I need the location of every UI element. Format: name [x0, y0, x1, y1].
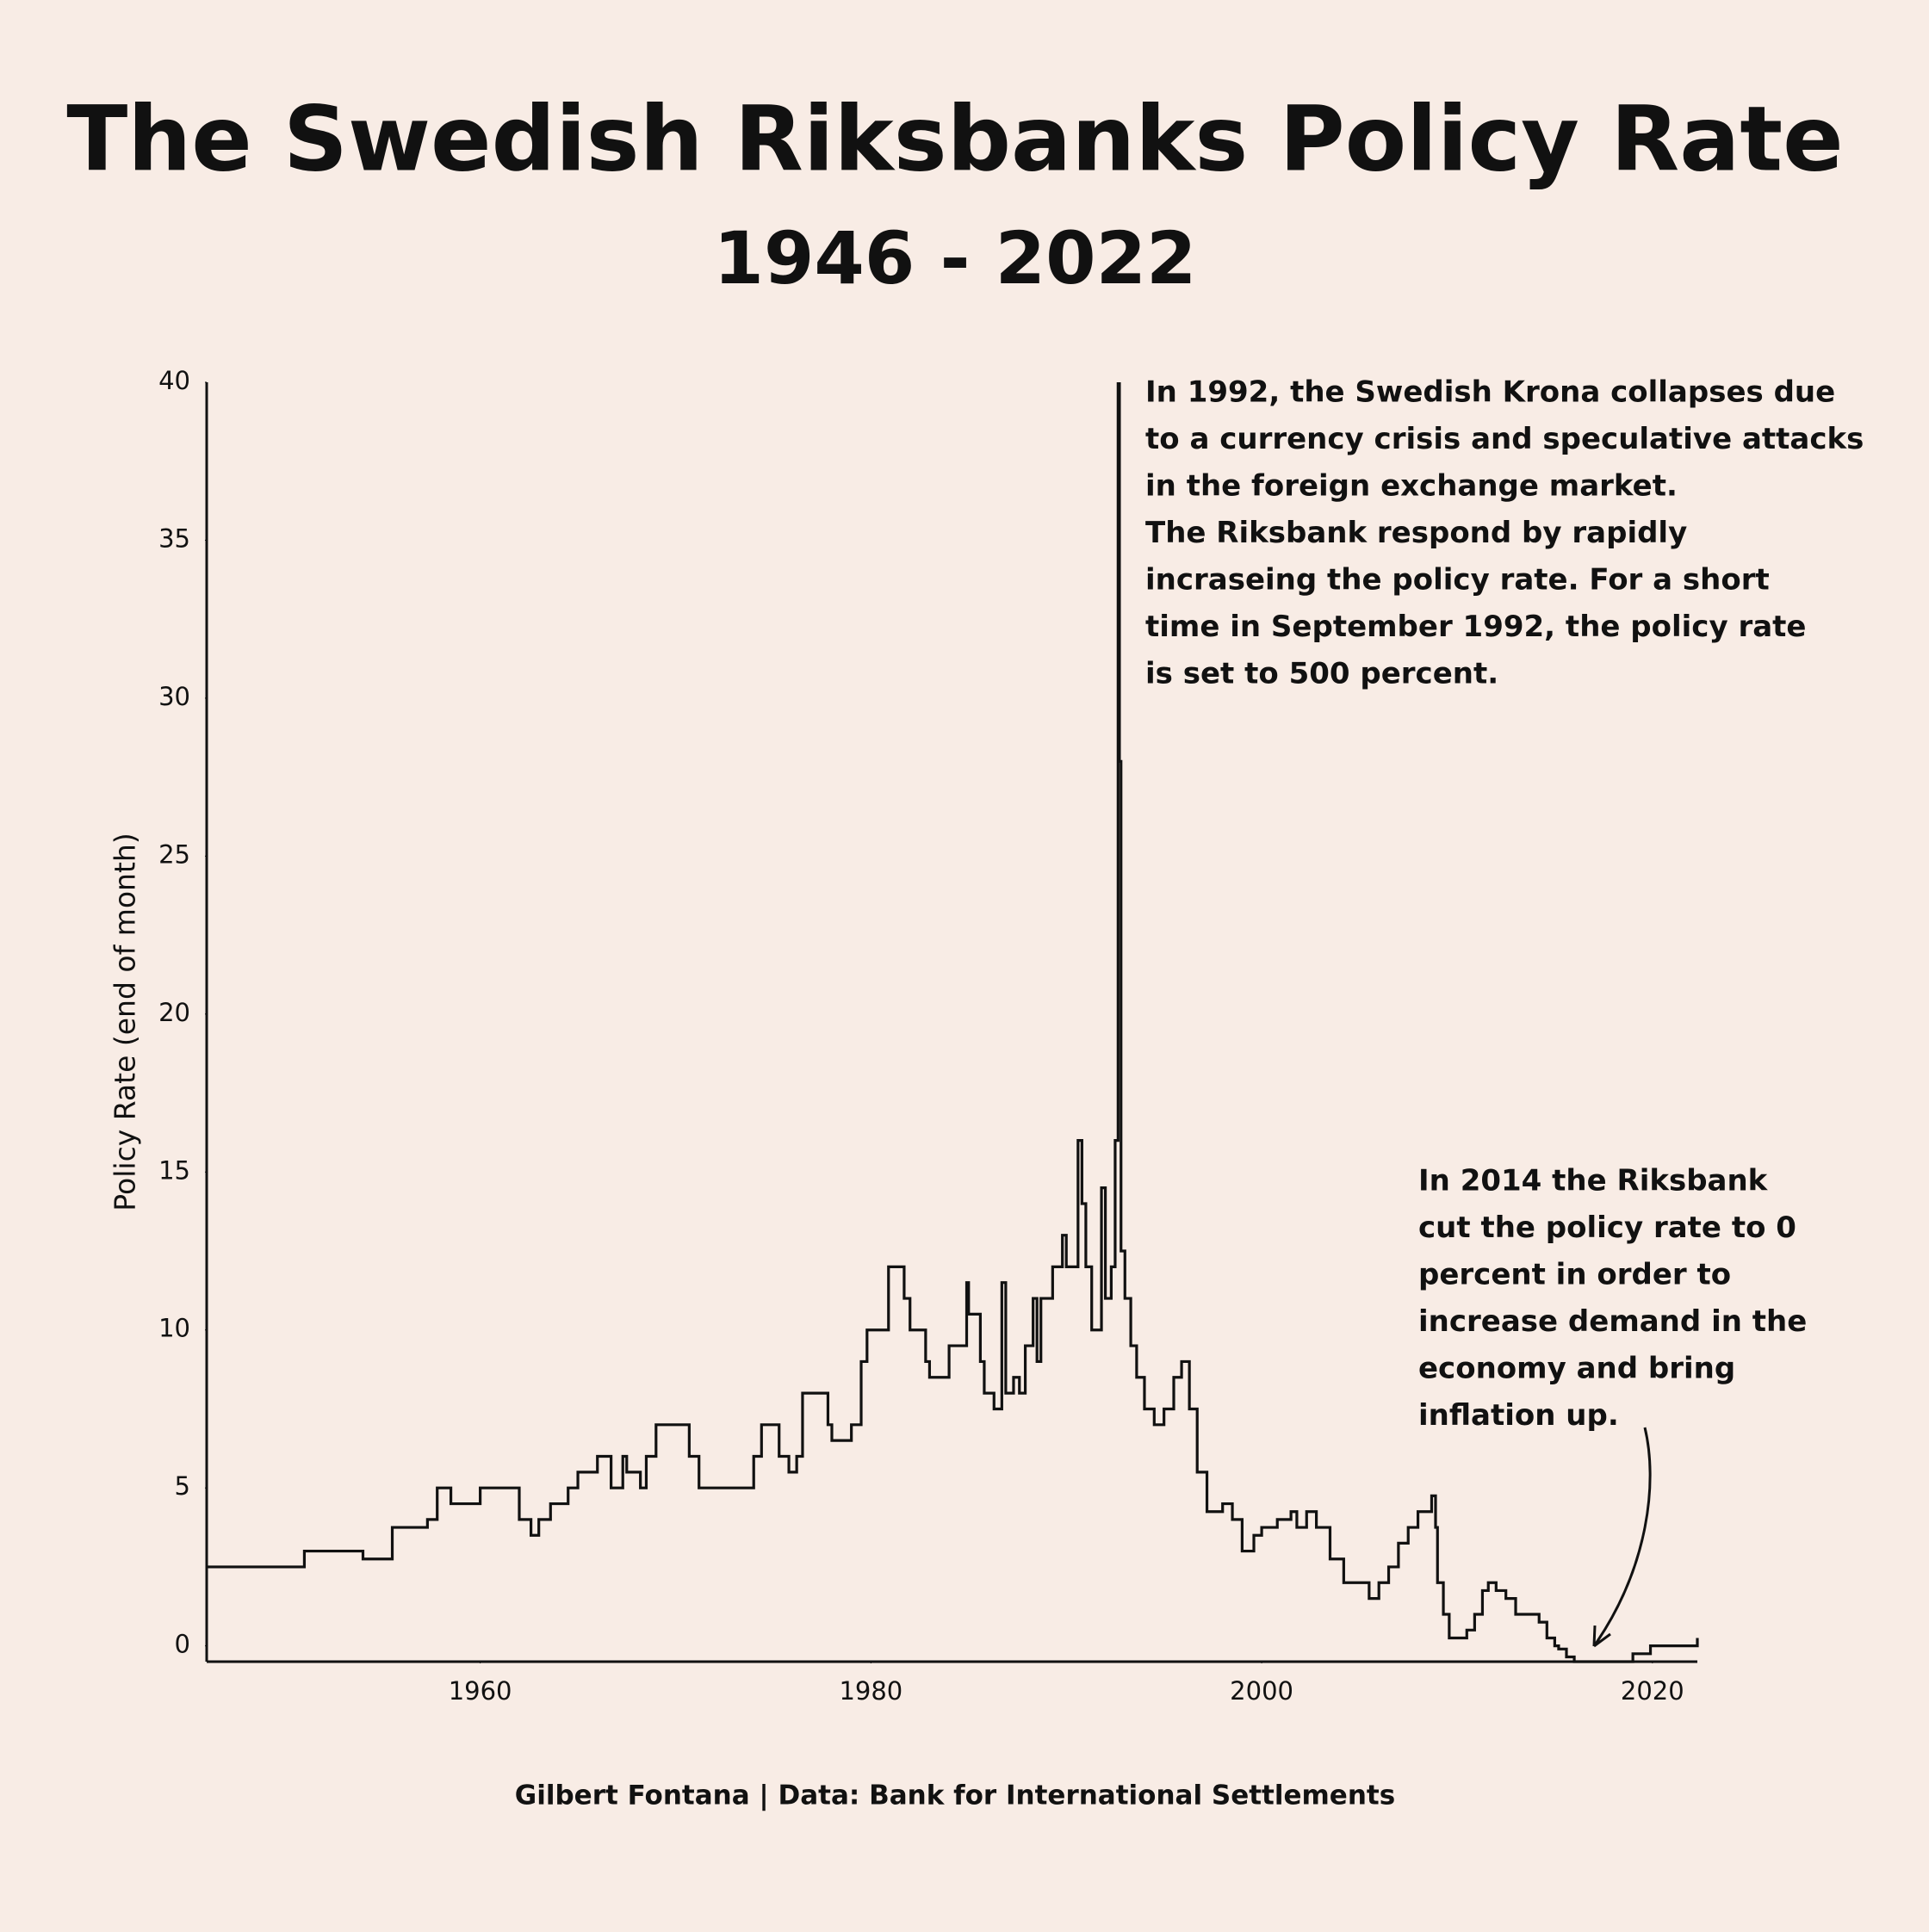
y-tick-label: 5 — [175, 1471, 190, 1501]
y-tick-label: 35 — [158, 523, 190, 553]
x-tick-label: 1960 — [449, 1676, 512, 1706]
chart-subtitle: 1946 - 2022 — [714, 216, 1197, 300]
annotation-line: percent in order to — [1418, 1258, 1731, 1292]
y-tick-label: 20 — [158, 998, 190, 1027]
annotation-line: economy and bring — [1418, 1352, 1735, 1386]
y-tick-label: 0 — [175, 1630, 190, 1659]
footer: Gilbert Fontana | Data: Bank for Interna… — [515, 1780, 1395, 1811]
y-tick-label: 25 — [158, 839, 190, 869]
annotation-line: in the foreign exchange market. — [1145, 469, 1678, 504]
y-tick-label: 15 — [158, 1155, 190, 1185]
x-tick-label: 2000 — [1230, 1676, 1293, 1706]
annotation-line: inflation up. — [1418, 1398, 1619, 1433]
data-line — [207, 382, 1699, 1663]
annotation-line: time in September 1992, the policy rate — [1145, 610, 1806, 644]
annotation-line: incraseing the policy rate. For a short — [1145, 563, 1770, 598]
annotation-line: In 1992, the Swedish Krona collapses due — [1145, 375, 1835, 410]
annotation-line: cut the policy rate to 0 — [1418, 1211, 1796, 1245]
y-axis-label: Policy Rate (end of month) — [109, 833, 142, 1211]
chart-title: The Swedish Riksbanks Policy Rate — [66, 86, 1843, 191]
annotation-arrow — [1592, 1427, 1652, 1648]
annotation-line: The Riksbank respond by rapidly — [1145, 516, 1687, 550]
plot-area — [207, 382, 1699, 1663]
y-tick-label: 30 — [158, 682, 190, 711]
y-tick-label: 40 — [158, 366, 190, 395]
annotation-line: increase demand in the — [1418, 1304, 1807, 1339]
y-tick-label: 10 — [158, 1314, 190, 1343]
x-tick-label: 2020 — [1621, 1676, 1684, 1706]
annotation-line: In 2014 the Riksbank — [1418, 1164, 1769, 1198]
annotation-line: is set to 500 percent. — [1145, 657, 1498, 691]
annotation-line: to a currency crisis and speculative att… — [1145, 422, 1864, 456]
x-tick-label: 1980 — [839, 1676, 902, 1706]
